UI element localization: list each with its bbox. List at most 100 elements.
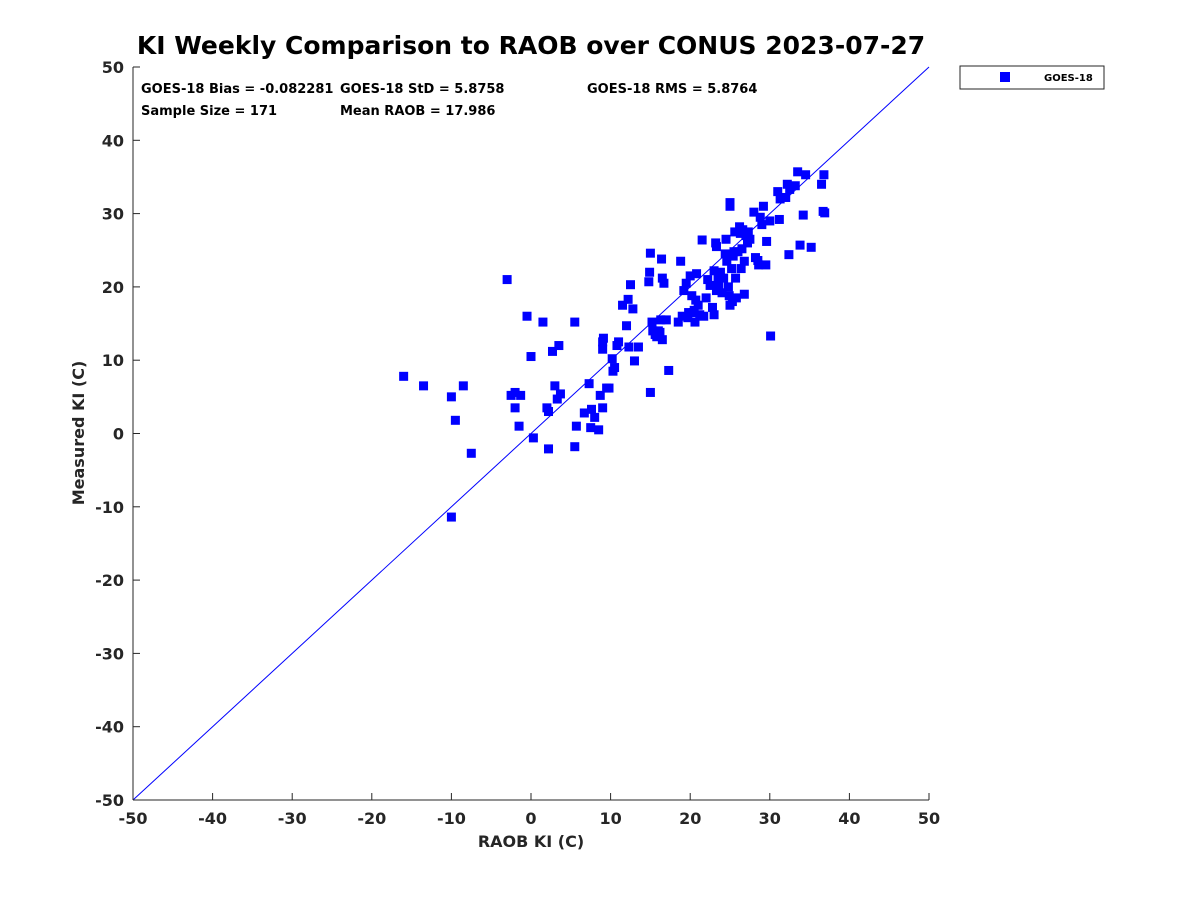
data-point [775, 194, 785, 204]
y-tick-label: 0 [113, 425, 124, 444]
data-point [782, 179, 792, 189]
data-point [817, 179, 827, 189]
data-point [528, 433, 538, 443]
data-point [676, 256, 686, 266]
data-point [544, 407, 554, 417]
data-point [571, 421, 581, 431]
data-point [419, 381, 429, 391]
data-point [731, 293, 741, 303]
data-point [657, 273, 667, 283]
data-point [806, 242, 816, 252]
y-tick-label: 10 [102, 351, 124, 370]
data-point [570, 317, 580, 327]
data-point [604, 383, 614, 393]
data-point [758, 201, 768, 211]
data-point [723, 282, 733, 292]
data-point [720, 249, 730, 259]
data-point [645, 267, 655, 277]
data-point [762, 236, 772, 246]
data-point [446, 512, 456, 522]
data-point [614, 337, 624, 347]
data-point [795, 240, 805, 250]
y-tick-label: 20 [102, 278, 124, 297]
data-point [773, 187, 783, 197]
data-point [450, 415, 460, 425]
legend-box [959, 65, 1105, 90]
data-point [691, 295, 701, 305]
stat-sample-size: Sample Size = 171 [141, 104, 277, 119]
data-point [711, 242, 721, 252]
data-point [739, 256, 749, 266]
data-point [594, 425, 604, 435]
data-point [739, 289, 749, 299]
data-point [684, 308, 694, 318]
data-point [579, 408, 589, 418]
data-point [745, 234, 755, 244]
y-tick-label: -50 [95, 791, 124, 810]
data-point [645, 248, 655, 258]
x-tick-label: -30 [278, 809, 307, 828]
y-tick-label: -30 [95, 644, 124, 663]
data-point [692, 269, 702, 279]
data-point [522, 311, 532, 321]
x-axis-ticks: -50 -40 -30 -20 -10 0 10 20 30 40 50 [119, 793, 940, 828]
data-point [699, 311, 709, 321]
data-point [659, 278, 669, 288]
data-point [661, 315, 671, 325]
data-point [722, 256, 732, 266]
data-point [618, 300, 628, 310]
stat-bias: GOES-18 Bias = -0.082281 [141, 82, 333, 97]
x-tick-label: -40 [198, 809, 227, 828]
data-point [757, 220, 767, 230]
data-point [743, 227, 753, 237]
data-point [683, 313, 693, 323]
data-point [656, 315, 666, 325]
legend-label: GOES-18 [1044, 73, 1093, 84]
y-axis-label: Measured KI (C) [69, 361, 88, 506]
stat-std: GOES-18 StD = 5.8758 [340, 82, 504, 97]
data-point [586, 423, 596, 433]
data-point [629, 356, 639, 366]
data-point [719, 273, 729, 283]
y-tick-label: 50 [102, 58, 124, 77]
data-point [657, 254, 667, 264]
data-point [677, 311, 687, 321]
data-point [590, 412, 600, 422]
x-tick-label: 0 [525, 809, 536, 828]
data-point [555, 389, 565, 399]
data-point [705, 280, 715, 290]
chart-title: KI Weekly Comparison to RAOB over CONUS … [137, 31, 925, 60]
data-point [657, 335, 667, 345]
data-point [820, 208, 830, 218]
data-point [526, 352, 536, 362]
data-point [679, 286, 689, 296]
data-point [624, 342, 634, 352]
data-point [510, 387, 520, 397]
x-tick-label: 50 [918, 809, 940, 828]
data-point [711, 286, 721, 296]
x-tick-label: -50 [119, 809, 148, 828]
data-point [510, 403, 520, 413]
data-point [598, 344, 608, 354]
data-point [738, 225, 748, 235]
data-point [647, 317, 657, 327]
data-point [552, 394, 562, 404]
data-point [801, 170, 811, 180]
data-point [713, 273, 723, 283]
data-point [749, 207, 759, 217]
data-point [774, 214, 784, 224]
data-point [697, 235, 707, 245]
data-point [819, 170, 829, 180]
x-tick-label: 20 [679, 809, 701, 828]
data-point [544, 444, 554, 454]
data-point [725, 198, 735, 208]
data-point [584, 379, 594, 389]
data-point [709, 266, 719, 276]
data-point [785, 184, 795, 194]
data-point [547, 346, 557, 356]
data-point [721, 234, 731, 244]
data-point [514, 421, 524, 431]
data-point [550, 381, 560, 391]
data-point [628, 304, 638, 314]
